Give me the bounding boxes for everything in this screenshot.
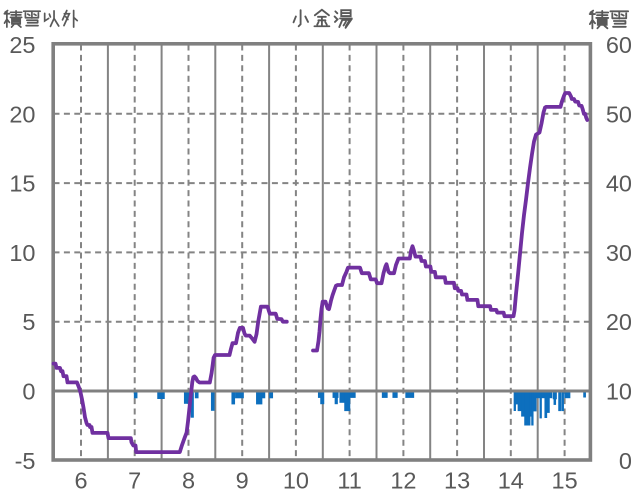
svg-text:12: 12	[390, 468, 416, 494]
svg-text:10: 10	[283, 468, 309, 494]
svg-text:15: 15	[552, 468, 578, 494]
svg-text:11: 11	[337, 468, 361, 494]
svg-text:5: 5	[22, 309, 35, 335]
svg-text:0: 0	[619, 448, 632, 474]
svg-text:6: 6	[74, 468, 87, 494]
svg-text:14: 14	[498, 468, 524, 494]
svg-text:25: 25	[9, 32, 35, 58]
svg-text:0: 0	[22, 379, 35, 405]
svg-text:8: 8	[182, 468, 195, 494]
svg-text:40: 40	[606, 171, 632, 197]
svg-text:13: 13	[444, 468, 470, 494]
svg-text:7: 7	[128, 468, 141, 494]
svg-text:30: 30	[606, 240, 632, 266]
svg-text:20: 20	[9, 101, 35, 127]
svg-text:10: 10	[9, 240, 35, 266]
svg-text:15: 15	[9, 171, 35, 197]
svg-text:-5: -5	[15, 448, 36, 474]
svg-text:20: 20	[606, 309, 632, 335]
svg-text:9: 9	[236, 468, 249, 494]
svg-text:60: 60	[606, 32, 632, 58]
svg-text:50: 50	[606, 101, 632, 127]
svg-text:10: 10	[606, 379, 632, 405]
